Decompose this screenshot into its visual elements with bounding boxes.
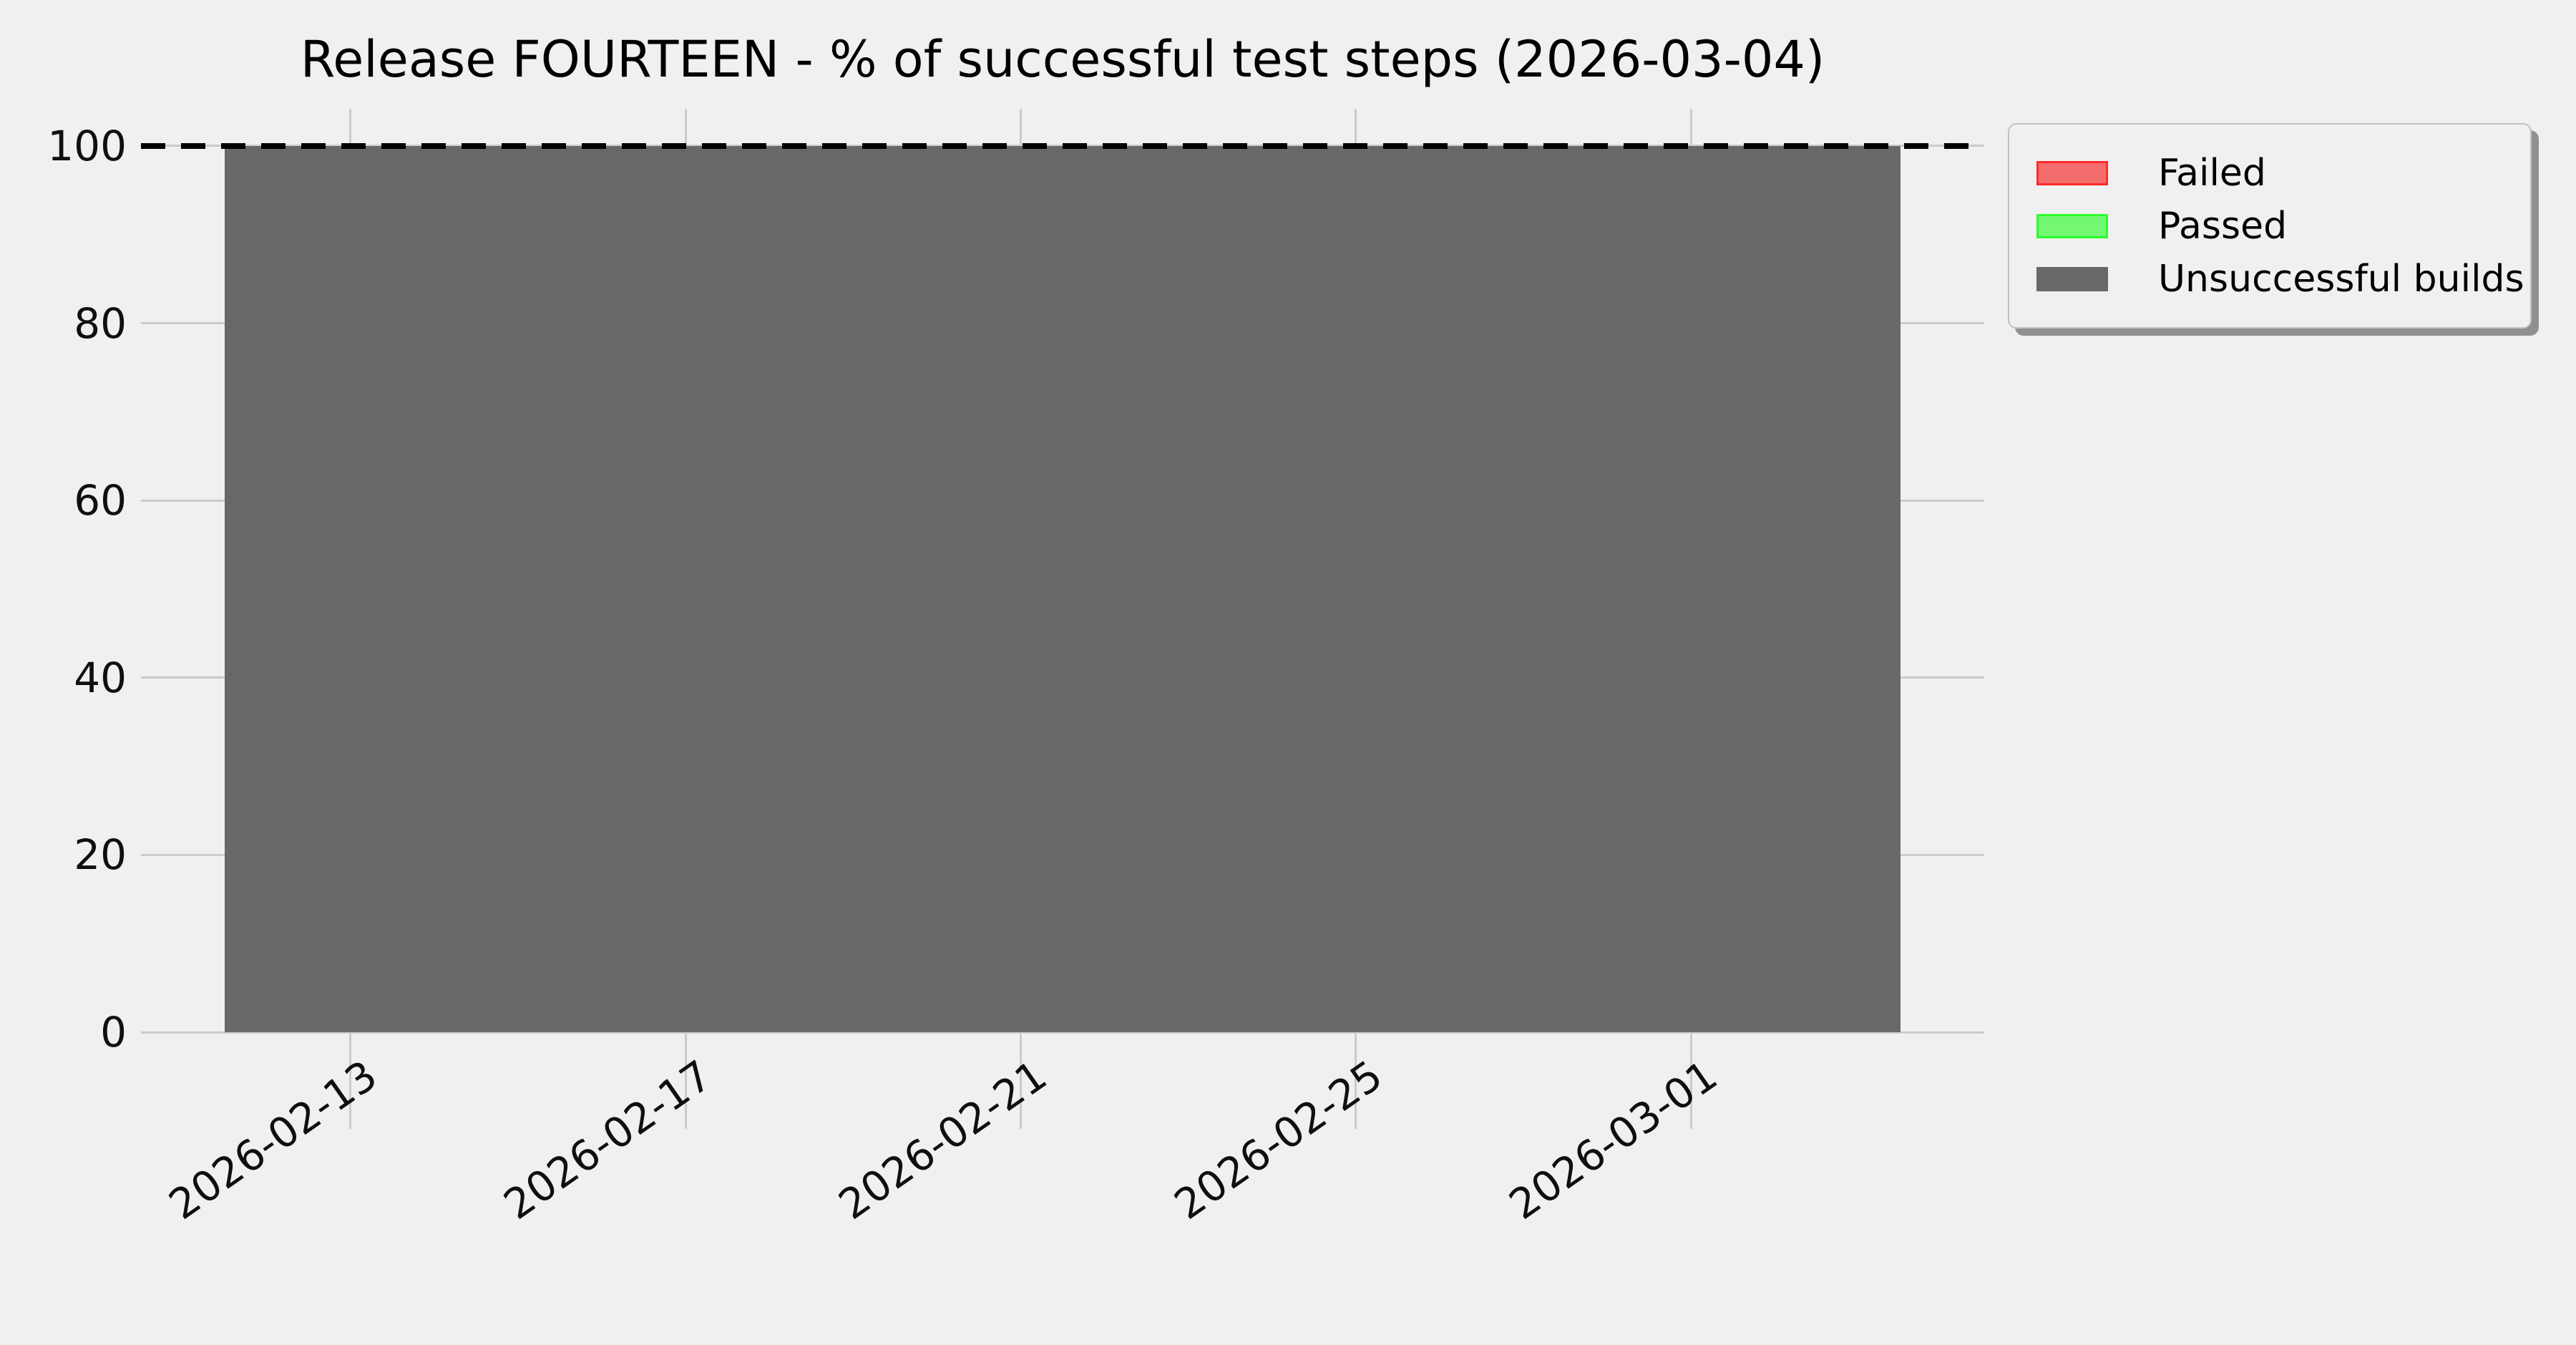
- legend-item-unsuccessful-builds: Unsuccessful builds: [2036, 258, 2524, 301]
- legend-label-unsuccessful-builds: Unsuccessful builds: [2158, 258, 2524, 301]
- y-tick-label-100: 100: [47, 121, 127, 170]
- x-tickmark-2026-02-25: [1355, 1032, 1357, 1129]
- chart-figure: Release FOURTEEN - % of successful test …: [47, 30, 2532, 1230]
- legend-swatch-passed: [2036, 214, 2108, 238]
- y-tick-label-80: 80: [74, 298, 127, 348]
- y-tick-label-60: 60: [74, 476, 127, 525]
- x-tick-label-2026-02-17: 2026-02-17: [494, 1051, 721, 1230]
- bar-block-unsuccessful-builds: [225, 145, 1901, 1032]
- legend-label-passed: Passed: [2158, 205, 2288, 248]
- x-tick-label-2026-02-13: 2026-02-13: [160, 1051, 386, 1230]
- x-tickmark-2026-02-13: [349, 1032, 352, 1129]
- legend-item-passed: Passed: [2036, 205, 2288, 248]
- y-tick-label-40: 40: [74, 653, 127, 702]
- x-tick-label-2026-02-21: 2026-02-21: [830, 1051, 1056, 1230]
- x-tickmark-2026-02-21: [1019, 1032, 1022, 1129]
- y-tick-label-20: 20: [74, 830, 127, 880]
- y-tick-label-0: 0: [100, 1008, 127, 1057]
- reference-line-100: [141, 142, 1984, 149]
- legend-label-failed: Failed: [2158, 152, 2266, 195]
- legend: Failed Passed Unsuccessful builds: [2008, 123, 2532, 329]
- x-tick-label-2026-02-25: 2026-02-25: [1165, 1051, 1391, 1230]
- x-tick-label-2026-03-01: 2026-03-01: [1501, 1051, 1727, 1230]
- legend-swatch-unsuccessful-builds: [2036, 267, 2108, 291]
- chart-title: Release FOURTEEN - % of successful test …: [300, 30, 1825, 89]
- y-gridline-0: [141, 1031, 1984, 1034]
- x-tickmark-2026-02-17: [684, 1032, 687, 1129]
- legend-swatch-failed: [2036, 161, 2108, 185]
- x-tickmark-2026-03-01: [1689, 1032, 1692, 1129]
- legend-item-failed: Failed: [2036, 152, 2266, 195]
